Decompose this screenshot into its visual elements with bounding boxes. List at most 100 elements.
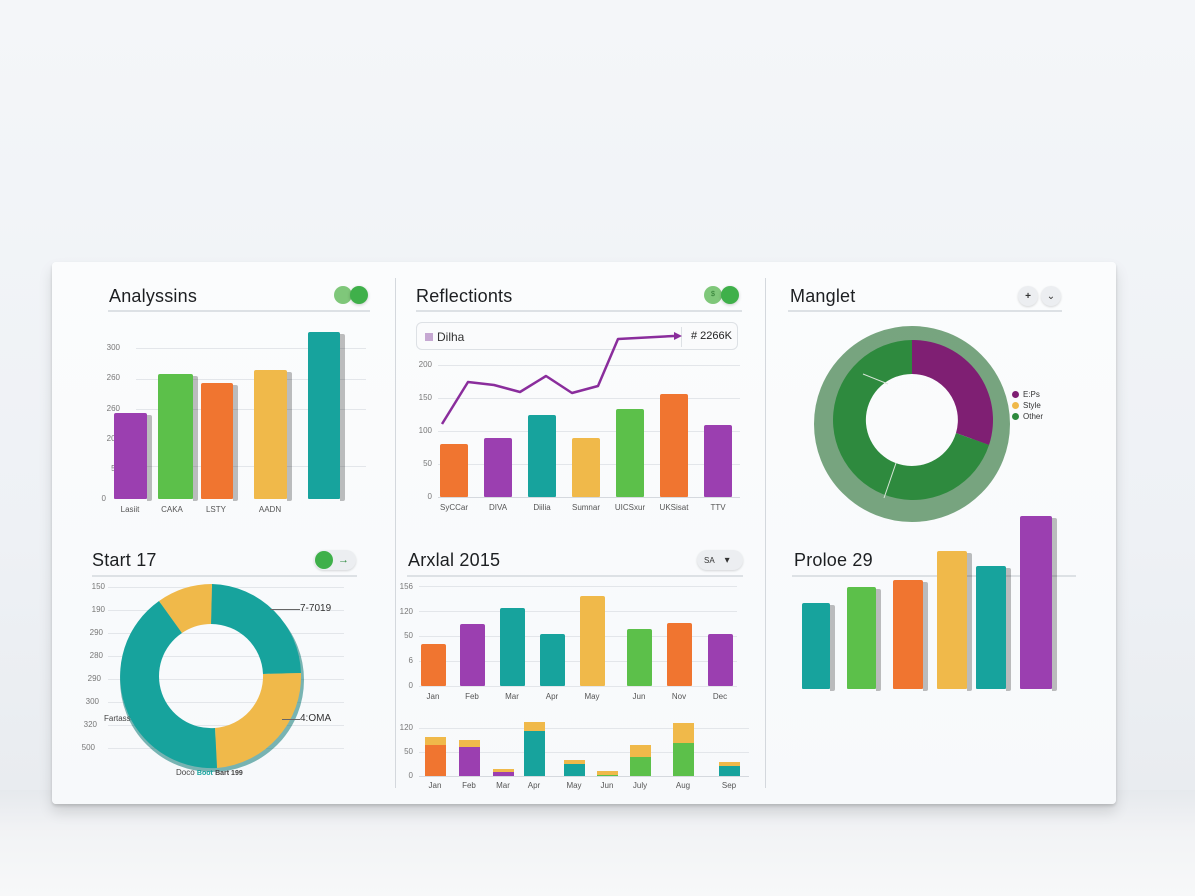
bar-jun[interactable] xyxy=(627,629,652,686)
caption: Doco Boot Bart 199 xyxy=(176,768,243,777)
x-label: DIVA xyxy=(488,503,508,512)
panel-title: Arxlal 2015 xyxy=(408,550,501,570)
bar-feb[interactable] xyxy=(460,624,485,686)
stacked-bar-july[interactable] xyxy=(630,745,651,776)
stacked-bar-jan[interactable] xyxy=(425,737,446,776)
y-tick: 300 xyxy=(106,343,120,352)
legend-swatch xyxy=(1012,391,1019,398)
y-tick: 0 xyxy=(408,771,413,780)
bar-6[interactable] xyxy=(1020,516,1052,689)
bar-4[interactable] xyxy=(937,551,967,689)
x-label: Sumnar xyxy=(571,503,600,512)
bar-may[interactable] xyxy=(580,596,605,686)
stacked-bar-aug[interactable] xyxy=(673,723,694,776)
stacked-bar-may[interactable] xyxy=(564,760,585,776)
x-label: Aug xyxy=(675,781,691,790)
y-tick: 320 xyxy=(83,720,97,729)
bar-2[interactable] xyxy=(847,587,876,689)
stack-top xyxy=(425,737,446,745)
gridline xyxy=(419,728,749,729)
stack-base xyxy=(630,757,651,776)
stacked-bar-apr[interactable] xyxy=(524,722,545,776)
callout-label: 4:OMA xyxy=(300,713,332,724)
stack-top xyxy=(524,722,545,731)
y-tick: 290 xyxy=(87,674,101,683)
x-label: Dec xyxy=(712,692,728,701)
bar-1[interactable] xyxy=(802,603,830,689)
bar-nov[interactable] xyxy=(667,623,692,686)
stack-top xyxy=(673,723,694,743)
y-tick: 0 xyxy=(101,494,106,503)
bar-fifth[interactable] xyxy=(308,332,340,499)
y-tick: 500 xyxy=(81,743,95,752)
panel-proloe: Proloe 29 xyxy=(772,516,1112,802)
stack-base xyxy=(425,745,446,776)
panel-title: Proloe 29 xyxy=(794,550,873,570)
callout-line xyxy=(270,609,300,610)
legend-item: Other xyxy=(1012,412,1043,421)
bar-5[interactable] xyxy=(976,566,1006,689)
y-tick: 260 xyxy=(106,373,120,382)
bar-3[interactable] xyxy=(893,580,923,689)
panel-manglet: Manglet + ⌄ E:Ps Style Other xyxy=(772,262,1112,532)
bar-apr[interactable] xyxy=(540,634,565,686)
stack-base xyxy=(719,766,740,776)
title-rule xyxy=(92,575,357,577)
x-label: Sep xyxy=(721,781,737,790)
stacked-bar-jun[interactable] xyxy=(597,771,618,776)
side-label: Fartass xyxy=(104,714,131,723)
legend-label: E:Ps xyxy=(1023,390,1040,399)
y-tick: 190 xyxy=(91,605,105,614)
add-button[interactable]: + xyxy=(1018,286,1038,306)
gridline xyxy=(419,686,737,687)
panel-title: Manglet xyxy=(790,286,856,306)
title-rule xyxy=(108,310,370,312)
panel-title: Analyssins xyxy=(109,286,198,306)
x-label: TTV xyxy=(710,503,726,512)
y-tick: 300 xyxy=(85,697,99,706)
panel-arxlal: Arxlal 2015 SA ▾ 156 120 50 6 0 Jan Feb … xyxy=(397,532,767,802)
stack-base xyxy=(459,747,480,776)
x-label: May xyxy=(584,692,600,701)
y-tick: 156 xyxy=(399,582,413,591)
y-tick: 290 xyxy=(89,628,103,637)
bar-aadn[interactable] xyxy=(254,370,287,499)
stacked-bar-sep[interactable] xyxy=(719,762,740,776)
stack-base xyxy=(673,743,694,776)
bar-jan[interactable] xyxy=(421,644,446,686)
dashboard-board: Analyssins 300 260 260 200 50 0 Lasiit C… xyxy=(52,262,1116,804)
stack-top xyxy=(459,740,480,747)
bar-lasiit[interactable] xyxy=(114,413,147,499)
stacked-bar-mar[interactable] xyxy=(493,769,514,776)
stacked-bar-feb[interactable] xyxy=(459,740,480,776)
column-divider xyxy=(395,278,396,788)
chevron-down-icon: ▾ xyxy=(724,554,730,566)
panel-analyssins: Analyssins 300 260 260 200 50 0 Lasiit C… xyxy=(52,262,392,532)
dropdown-button[interactable]: ⌄ xyxy=(1041,286,1061,306)
bar-caka[interactable] xyxy=(158,374,193,499)
stack-base xyxy=(524,731,545,776)
stack-base xyxy=(564,764,585,776)
y-tick: 50 xyxy=(404,747,413,756)
title-rule xyxy=(788,310,1062,312)
y-tick: 260 xyxy=(106,404,120,413)
callout-label: 7-7019 xyxy=(300,603,332,614)
toggle-dot-right[interactable] xyxy=(350,286,368,304)
y-tick: 150 xyxy=(91,582,105,591)
x-axis xyxy=(419,776,749,777)
y-tick: 6 xyxy=(408,656,413,665)
series-select[interactable]: SA ▾ xyxy=(697,550,743,570)
bar-mar[interactable] xyxy=(500,608,525,686)
panel-reflections: Reflectionts $ Dilha # 2266K 200 150 100… xyxy=(402,262,762,532)
bar-dec[interactable] xyxy=(708,634,733,686)
legend-swatch xyxy=(1012,413,1019,420)
x-label: UKSisat xyxy=(659,503,689,512)
bar-lsty[interactable] xyxy=(201,383,233,499)
select-label: SA xyxy=(704,555,715,565)
stack-base xyxy=(597,775,618,776)
floor-background xyxy=(0,790,1195,896)
arrow-toggle[interactable]: → xyxy=(314,550,356,570)
panel-title: Start 17 xyxy=(92,550,157,570)
legend-item: Style xyxy=(1012,401,1043,410)
x-label: AADN xyxy=(258,505,282,514)
